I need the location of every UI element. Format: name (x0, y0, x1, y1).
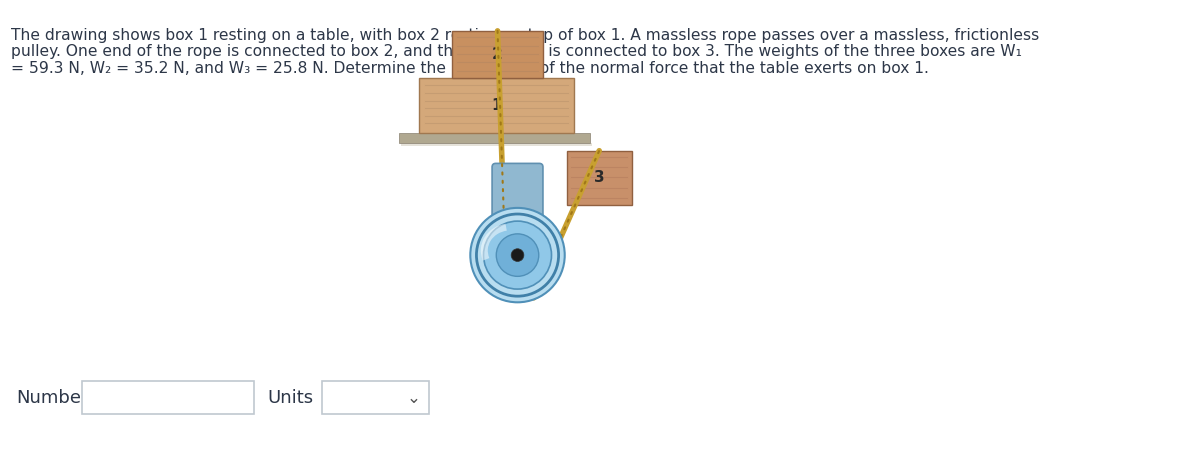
Bar (452, 31, 542, 78)
Bar (566, 151, 632, 205)
Text: The drawing shows box 1 resting on a table, with box 2 resting on top of box 1. : The drawing shows box 1 resting on a tab… (11, 28, 1039, 43)
Bar (401, 143, 592, 146)
Circle shape (497, 234, 539, 276)
Text: 1: 1 (491, 98, 502, 113)
Text: 3: 3 (594, 170, 605, 185)
Text: Number: Number (17, 389, 89, 407)
Text: Units: Units (268, 389, 314, 407)
Circle shape (511, 249, 524, 261)
Circle shape (470, 208, 565, 302)
Text: pulley. One end of the rope is connected to box 2, and the other end is connecte: pulley. One end of the rope is connected… (11, 44, 1021, 59)
Bar (323, 381, 430, 414)
Circle shape (484, 221, 552, 289)
FancyBboxPatch shape (492, 164, 542, 221)
Text: 2: 2 (492, 47, 503, 62)
Text: ⌄: ⌄ (406, 389, 420, 407)
Bar (400, 133, 590, 144)
Bar (82, 381, 254, 414)
Text: = 59.3 N, W₂ = 35.2 N, and W₃ = 25.8 N. Determine the magnitude of the normal fo: = 59.3 N, W₂ = 35.2 N, and W₃ = 25.8 N. … (11, 61, 929, 76)
Bar (420, 78, 574, 133)
